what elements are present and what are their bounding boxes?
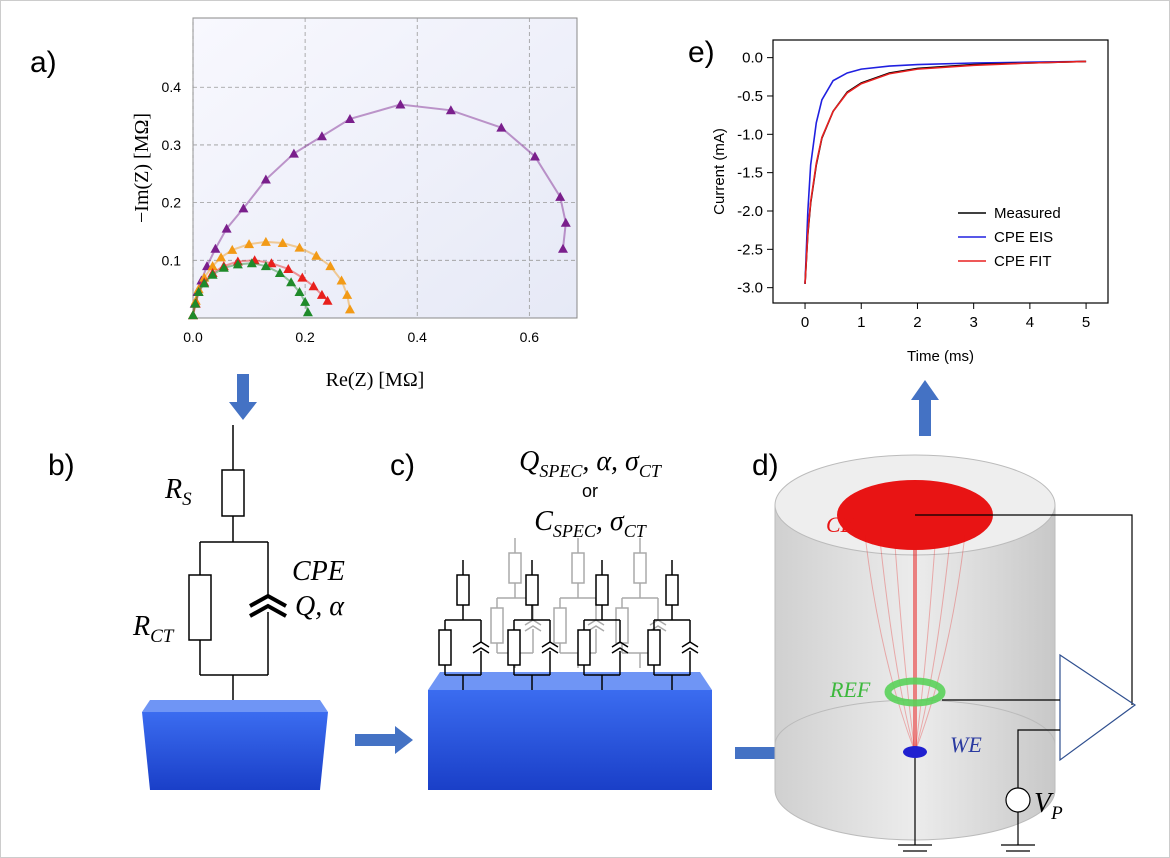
panel-label: e) xyxy=(688,36,715,69)
legend-label: Measured xyxy=(994,205,1061,222)
block-c xyxy=(428,672,712,790)
or-text: or xyxy=(582,481,598,501)
x-tick-label: 2 xyxy=(913,314,921,331)
x-axis-label: Re(Z) [MΩ] xyxy=(326,369,425,391)
panel-label: a) xyxy=(30,46,57,79)
y-tick-label: 0.3 xyxy=(162,137,182,153)
label-q-alpha: Q, α xyxy=(295,591,345,622)
y-tick-label: -2.5 xyxy=(737,241,763,258)
label-ce: CE xyxy=(826,512,855,537)
label-we: WE xyxy=(950,732,982,757)
plot-area xyxy=(193,18,577,318)
y-tick-label: -1.5 xyxy=(737,165,763,182)
legend-label: CPE EIS xyxy=(994,229,1053,246)
y-tick-label: 0.0 xyxy=(742,50,763,67)
x-tick-label: 0.6 xyxy=(520,329,540,345)
y-axis-label: Current (mA) xyxy=(711,128,728,215)
y-tick-label: 0.2 xyxy=(162,195,182,211)
panel-label: d) xyxy=(752,449,779,482)
panel-label: b) xyxy=(48,449,75,482)
x-tick-label: 4 xyxy=(1026,314,1034,331)
y-axis-label: −Im(Z) [MΩ] xyxy=(131,113,153,223)
x-tick-label: 0.2 xyxy=(295,329,315,345)
x-tick-label: 3 xyxy=(969,314,977,331)
legend-label: CPE FIT xyxy=(994,253,1052,270)
figure: a) e) b) RS RCT CPE Q, α c) QSPEC, α, σC… xyxy=(0,0,1170,858)
x-tick-label: 1 xyxy=(857,314,865,331)
y-tick-label: -1.0 xyxy=(737,126,763,143)
plot-area xyxy=(773,40,1108,303)
x-tick-label: 0 xyxy=(801,314,809,331)
block-b xyxy=(142,700,328,790)
y-tick-label: 0.4 xyxy=(162,79,182,95)
x-tick-label: 0.4 xyxy=(407,329,427,345)
x-tick-label: 5 xyxy=(1082,314,1090,331)
y-tick-label: -3.0 xyxy=(737,280,763,297)
label-ref: REF xyxy=(829,677,871,702)
label-cpe: CPE xyxy=(292,556,345,587)
y-tick-label: -2.0 xyxy=(737,203,763,220)
x-axis-label: Time (ms) xyxy=(907,348,974,365)
y-tick-label: 0.1 xyxy=(162,252,182,268)
x-tick-label: 0.0 xyxy=(183,329,203,345)
y-tick-label: -0.5 xyxy=(737,88,763,105)
panel-label: c) xyxy=(390,449,415,482)
